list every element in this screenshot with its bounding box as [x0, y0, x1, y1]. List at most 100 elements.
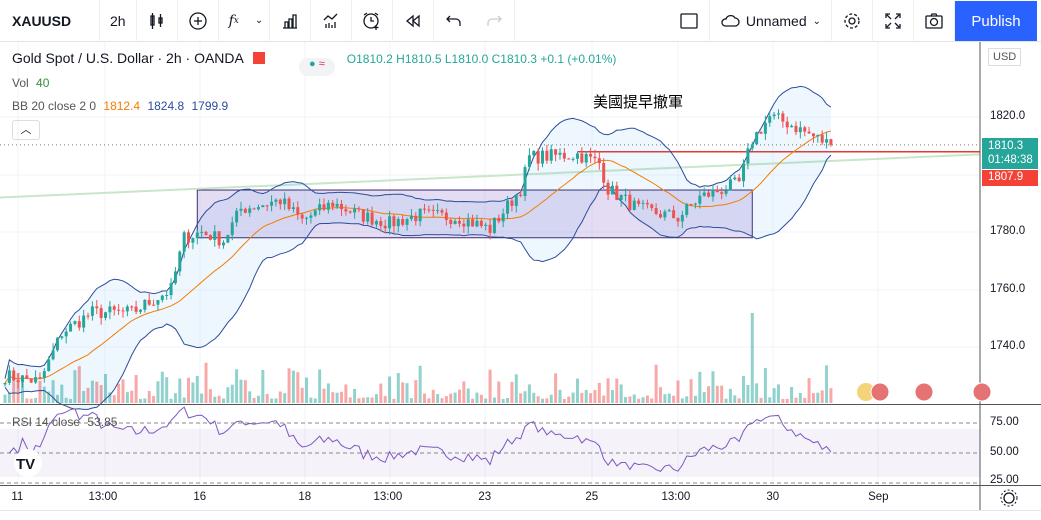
volume-bar [755, 383, 759, 403]
candle-body [73, 321, 77, 324]
volume-bar [532, 392, 536, 403]
us-flag-event-icon[interactable] [914, 382, 934, 402]
replay-icon[interactable] [393, 0, 435, 42]
volume-bar [370, 397, 374, 403]
candle-body [606, 182, 610, 195]
alert-clock-icon[interactable] [352, 0, 394, 42]
volume-bar [545, 398, 549, 403]
candle-body [191, 238, 195, 243]
candle-body [457, 220, 461, 224]
bollinger-bands [4, 85, 832, 410]
volume-bar [99, 385, 103, 403]
volume-bar [383, 395, 387, 403]
time-tick: Sep [868, 491, 889, 503]
candle-body [414, 215, 418, 222]
candle-body [536, 150, 540, 164]
volume-bar [672, 395, 676, 403]
camera-icon[interactable] [914, 0, 955, 42]
fullscreen-icon[interactable] [873, 0, 914, 42]
candle-body [25, 375, 29, 379]
volume-bar [125, 392, 129, 403]
redo-icon[interactable] [474, 0, 516, 42]
candle-body [213, 231, 217, 240]
collapse-legend-button[interactable]: ︿ [12, 120, 40, 140]
chevron-down-icon[interactable]: ⌄ [249, 0, 271, 42]
candle-body [130, 306, 134, 308]
volume-bar [344, 384, 348, 403]
candle-body [602, 163, 606, 183]
candle-body [86, 315, 90, 317]
bb-upper-line [4, 85, 832, 379]
candle-body [322, 204, 326, 210]
volume-bar [409, 398, 413, 403]
bb-lower-line [4, 154, 832, 410]
candle-body [724, 190, 728, 194]
publish-button[interactable]: Publish [955, 1, 1037, 41]
us-flag-event-icon[interactable] [972, 382, 992, 402]
candle-body [361, 209, 365, 222]
candle-body [51, 350, 55, 360]
candle-body [239, 208, 243, 211]
candle-body [138, 309, 142, 312]
candle-body [755, 132, 759, 145]
time-tick: 13:00 [661, 491, 691, 503]
volume-bar [414, 380, 418, 403]
volume-bar [222, 398, 225, 403]
settings-gear-icon[interactable] [1000, 489, 1018, 507]
layout-save-button[interactable]: Unnamed ⌄ [710, 0, 832, 42]
volume-bar [7, 392, 11, 403]
candle-body [497, 217, 501, 222]
interval-button[interactable]: 2h [100, 0, 137, 42]
tradingview-logo[interactable]: TV [14, 449, 42, 477]
candle-body [645, 202, 649, 205]
undo-icon[interactable] [434, 0, 474, 42]
volume-bar [305, 377, 309, 403]
legend-bb: BB 20 close 2 0 1812.4 1824.8 1799.9 [12, 99, 228, 113]
gear-icon[interactable] [832, 0, 873, 42]
ohlc-close: C1810.3 [491, 52, 537, 66]
currency-select[interactable]: USD [988, 48, 1022, 66]
volume-bar [191, 382, 195, 403]
bar-chart-icon[interactable] [270, 0, 312, 42]
volume-bar [283, 393, 287, 403]
volume-bar [156, 381, 160, 403]
candle-body [3, 382, 7, 385]
legend-rsi: RSI 14 close 53.85 [12, 415, 117, 429]
candle-body [235, 210, 239, 223]
candle-body [541, 150, 545, 164]
market-status-icon[interactable]: ● ≈ [298, 58, 335, 76]
candle-body [38, 377, 42, 379]
us-flag-event-icon[interactable] [857, 383, 875, 401]
fullscreen-checkbox-icon[interactable] [669, 0, 710, 42]
bb-upper: 1824.8 [147, 99, 185, 113]
candle-body [379, 221, 383, 226]
volume-bar [204, 362, 208, 403]
candles-icon[interactable] [137, 0, 178, 42]
chart-annotation[interactable]: 美國提早撤軍 [593, 94, 684, 111]
compare-plus-icon[interactable] [178, 0, 219, 42]
us-flag-event-icon[interactable] [870, 382, 890, 402]
symbol-search[interactable]: XAUUSD [0, 0, 100, 42]
flag-icon[interactable] [252, 52, 265, 64]
templates-icon[interactable] [311, 0, 353, 42]
candle-body [798, 127, 802, 133]
candle-body [506, 200, 510, 214]
candle-body [519, 194, 523, 197]
event-flags[interactable] [857, 382, 992, 402]
candle-body [462, 223, 466, 227]
candle-body [12, 370, 16, 381]
candle-body [676, 218, 680, 222]
time-tick: 13:00 [373, 491, 403, 503]
candle-body [152, 304, 156, 306]
volume-bar [492, 397, 496, 403]
legend-volume: Vol 40 [12, 76, 49, 90]
candle-body [825, 139, 829, 143]
volume-bar [746, 384, 750, 403]
volume-bar [431, 389, 435, 403]
candle-body [69, 323, 73, 332]
candle-body [309, 215, 313, 218]
candle-body [693, 203, 697, 205]
